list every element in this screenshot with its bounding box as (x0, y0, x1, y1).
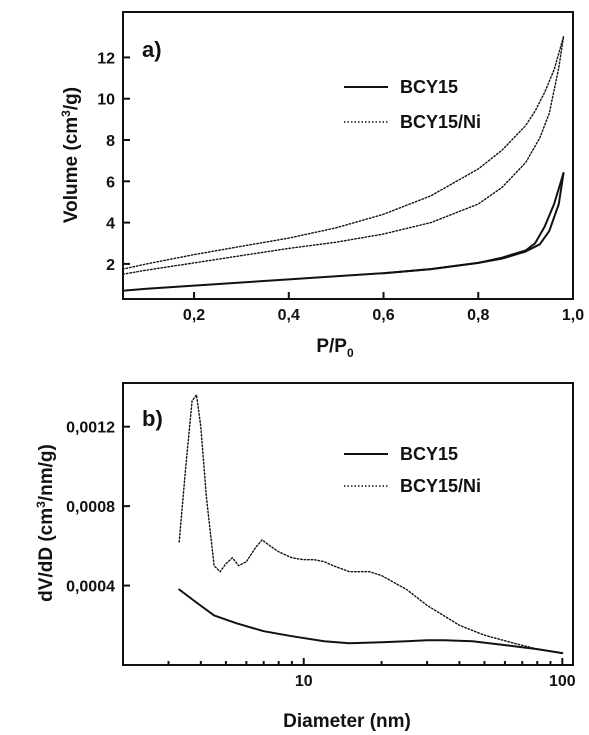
y-axis-label-b: dV/dD (cm3/nm/g) (34, 444, 57, 602)
x-tick-label-a: 1,0 (562, 307, 584, 324)
panel-a: a) 0,2 0,4 0,6 0,8 1,0 2 4 6 8 10 12 BCY15 BCY15/… (59, 11, 584, 360)
series-bcy15-branch-1-a (382, 172, 565, 275)
y-tick-label-a: 8 (106, 133, 115, 150)
x-tick-label-a: 0,6 (372, 307, 394, 324)
x-tick-label-a: 0,2 (183, 307, 205, 324)
y-tick-label-a: 6 (106, 174, 115, 191)
legend-a: BCY15 BCY15/Ni (344, 77, 481, 132)
x-axis-label-a: P/P0 (316, 336, 354, 360)
series-bcy15-ni-branch-0-b (178, 394, 563, 654)
x-tick-label-a: 0,4 (278, 307, 300, 324)
y-tick-label-a: 2 (106, 257, 115, 274)
x-tick-label-a: 0,8 (467, 307, 489, 324)
panel-label-b: b) (142, 406, 163, 431)
series-bcy15-ni-branch-0-a (122, 36, 565, 275)
x-tick-label-b: 100 (549, 673, 576, 690)
plot-frame-a (122, 11, 574, 300)
legend-label-bcy15ni-b: BCY15/Ni (400, 476, 481, 496)
x-tick-label-b: 10 (295, 673, 313, 690)
x-axis-label-b: Diameter (nm) (283, 711, 411, 732)
y-tick-label-a: 10 (97, 92, 115, 109)
legend-b: BCY15 BCY15/Ni (344, 444, 481, 496)
legend-label-bcy15-b: BCY15 (400, 444, 458, 464)
y-tick-label-b: 0,0012 (66, 420, 115, 437)
y-tick-label-a: 12 (97, 50, 115, 67)
series-bcy15-branch-0-b (178, 588, 564, 655)
panel-b: b) 10 100 0,0004 0,0008 0,0012 BCY15 BCY15/… (34, 382, 576, 732)
plot-frame-b (122, 382, 574, 666)
y-axis-label-a: Volume (cm3/g) (59, 87, 82, 223)
legend-label-bcy15-a: BCY15 (400, 77, 458, 97)
series-bcy15-ni-branch-1-a (122, 36, 565, 270)
y-tick-label-a: 4 (106, 216, 115, 233)
y-tick-label-b: 0,0008 (66, 499, 115, 516)
legend-label-bcy15ni-a: BCY15/Ni (400, 112, 481, 132)
y-tick-label-b: 0,0004 (66, 579, 115, 596)
panel-label-a: a) (142, 37, 162, 62)
